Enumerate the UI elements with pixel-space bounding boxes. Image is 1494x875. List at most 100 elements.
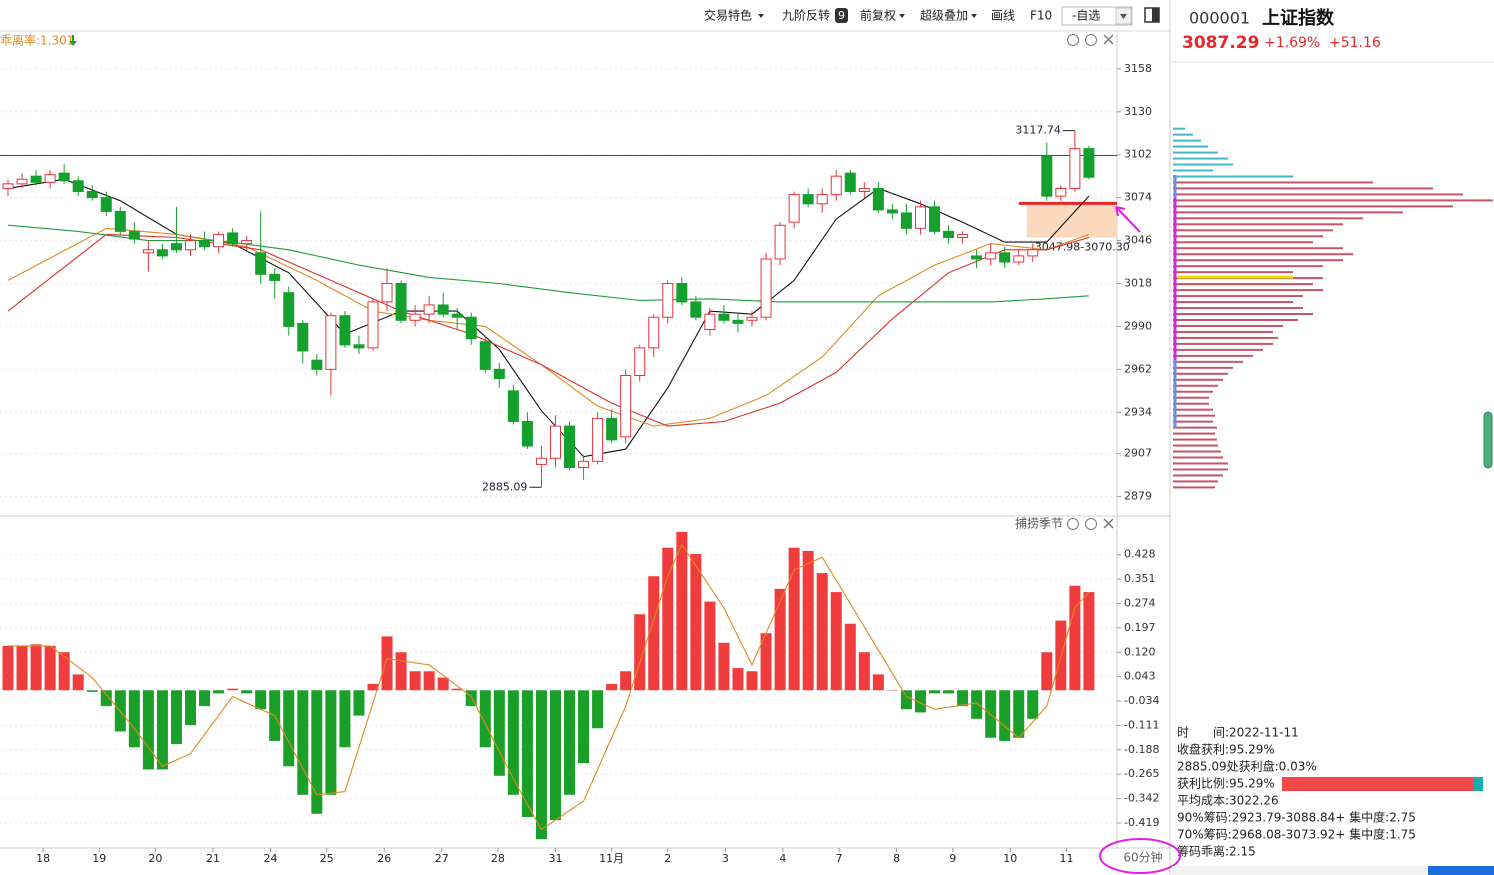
histogram-bar <box>86 690 98 692</box>
bottom-tabs <box>1172 866 1494 875</box>
histogram-bar <box>999 690 1011 741</box>
chip-bar <box>1173 414 1215 417</box>
candle-body <box>676 283 688 303</box>
histogram-bar <box>311 690 323 814</box>
histogram-bar <box>30 644 42 691</box>
help-icon[interactable] <box>1085 518 1097 530</box>
histogram-bar <box>451 688 463 691</box>
y-tick-label: 0.274 <box>1124 596 1156 609</box>
chip-bar <box>1173 390 1213 393</box>
chip-bar <box>1173 474 1223 477</box>
active-tab[interactable] <box>1428 866 1494 875</box>
histogram-bar <box>746 671 758 691</box>
plot-layer: 3158313031023074304630182990296229342907… <box>0 62 1493 865</box>
candle-body <box>971 255 983 260</box>
chip-bar <box>1173 181 1373 184</box>
chip-bar <box>1173 480 1218 483</box>
histogram-bar <box>521 690 533 817</box>
toolbar-item[interactable]: 超级叠加 <box>920 8 968 23</box>
profit-ratio-bar <box>1282 777 1474 791</box>
chip-bar <box>1173 426 1217 429</box>
chip-bar <box>1173 241 1313 244</box>
chip-bar <box>1173 354 1253 357</box>
candle-body <box>507 390 519 422</box>
candle-body <box>227 232 239 245</box>
histogram-bar <box>465 690 477 707</box>
histogram-bar <box>760 633 772 691</box>
histogram-bar <box>507 690 519 795</box>
candle-body <box>985 252 997 260</box>
y-tick-label: 0.120 <box>1124 645 1156 658</box>
y-tick-label: 2962 <box>1124 362 1152 375</box>
candle-body <box>409 313 421 321</box>
candle-body <box>493 368 505 380</box>
toolbar-item[interactable]: 交易特色 <box>704 8 752 23</box>
histogram-bar <box>156 690 168 770</box>
histogram-bar <box>943 690 955 694</box>
close-icon[interactable] <box>1103 34 1114 45</box>
histogram-bar <box>128 690 140 748</box>
toolbar-item[interactable]: 画线 <box>991 9 1015 23</box>
toolbar-item[interactable]: 前复权 <box>860 8 896 23</box>
candle-body <box>128 230 140 240</box>
indicator-label: 乖离率:1.301 <box>0 33 74 48</box>
x-tick-label: 7 <box>836 852 843 865</box>
candle-body <box>802 194 814 205</box>
help-icon[interactable] <box>1085 34 1097 46</box>
candle-body <box>704 313 716 330</box>
change-amount: +51.16 <box>1329 35 1381 51</box>
pane-title: 捕捞季节 <box>1015 516 1063 531</box>
candle-body <box>746 316 758 321</box>
x-tick-label: 31 <box>548 852 562 865</box>
toolbar-item[interactable]: 九阶反转 <box>782 8 830 23</box>
pointer-arrow <box>1115 206 1141 233</box>
chip-bar <box>1173 229 1333 232</box>
watchlist-select[interactable] <box>1061 6 1133 26</box>
histogram-bar <box>620 671 632 691</box>
histogram-bar <box>423 671 435 691</box>
chip-bar <box>1173 139 1201 142</box>
chip-bar <box>1173 384 1218 387</box>
histogram-bar <box>858 652 870 691</box>
chip-info-line: 时 间:2022-11-11 <box>1177 726 1299 740</box>
histogram-bar <box>578 690 590 764</box>
close-icon[interactable] <box>1103 518 1114 529</box>
candle-body <box>830 175 842 196</box>
peak-label: 3117.74 <box>1015 124 1061 137</box>
histogram-bar <box>297 690 309 795</box>
chip-bar <box>1173 283 1313 286</box>
y-tick-label: -0.034 <box>1124 694 1159 707</box>
chip-info-line: 2885.09处获利盘:0.03% <box>1177 759 1317 774</box>
histogram-bar <box>564 690 576 795</box>
candle-body <box>297 322 309 352</box>
candle-body <box>535 457 547 465</box>
candle-body <box>900 212 912 229</box>
settings-icon[interactable] <box>1067 518 1079 530</box>
histogram-bar <box>283 690 295 767</box>
candle-body <box>86 191 98 199</box>
zone-label: 3047.98-3070.30 <box>1035 241 1130 254</box>
histogram-bar <box>872 674 884 691</box>
candle-body <box>943 230 955 239</box>
watchlist-text: -自选 <box>1072 9 1100 23</box>
candle-body <box>648 316 660 349</box>
y-tick-label: 0.043 <box>1124 670 1156 683</box>
x-tick-label: 24 <box>264 852 278 865</box>
chip-bar <box>1173 157 1228 160</box>
stock-code: 000001 <box>1189 9 1250 28</box>
chip-info-line: 获利比例:95.29% <box>1177 777 1275 791</box>
histogram-bar <box>170 690 182 745</box>
scroll-thumb[interactable] <box>1483 411 1493 469</box>
candle-body <box>16 178 28 185</box>
histogram-bar <box>1027 690 1039 719</box>
histogram-bar <box>72 674 84 691</box>
candle-body <box>142 249 154 254</box>
histogram-bar <box>199 690 211 707</box>
candle-body <box>578 460 590 468</box>
chip-bar <box>1173 313 1313 316</box>
period-button[interactable]: 60分钟 <box>1123 850 1162 865</box>
settings-icon[interactable] <box>1067 34 1079 46</box>
toolbar-item[interactable]: F10 <box>1030 9 1052 23</box>
